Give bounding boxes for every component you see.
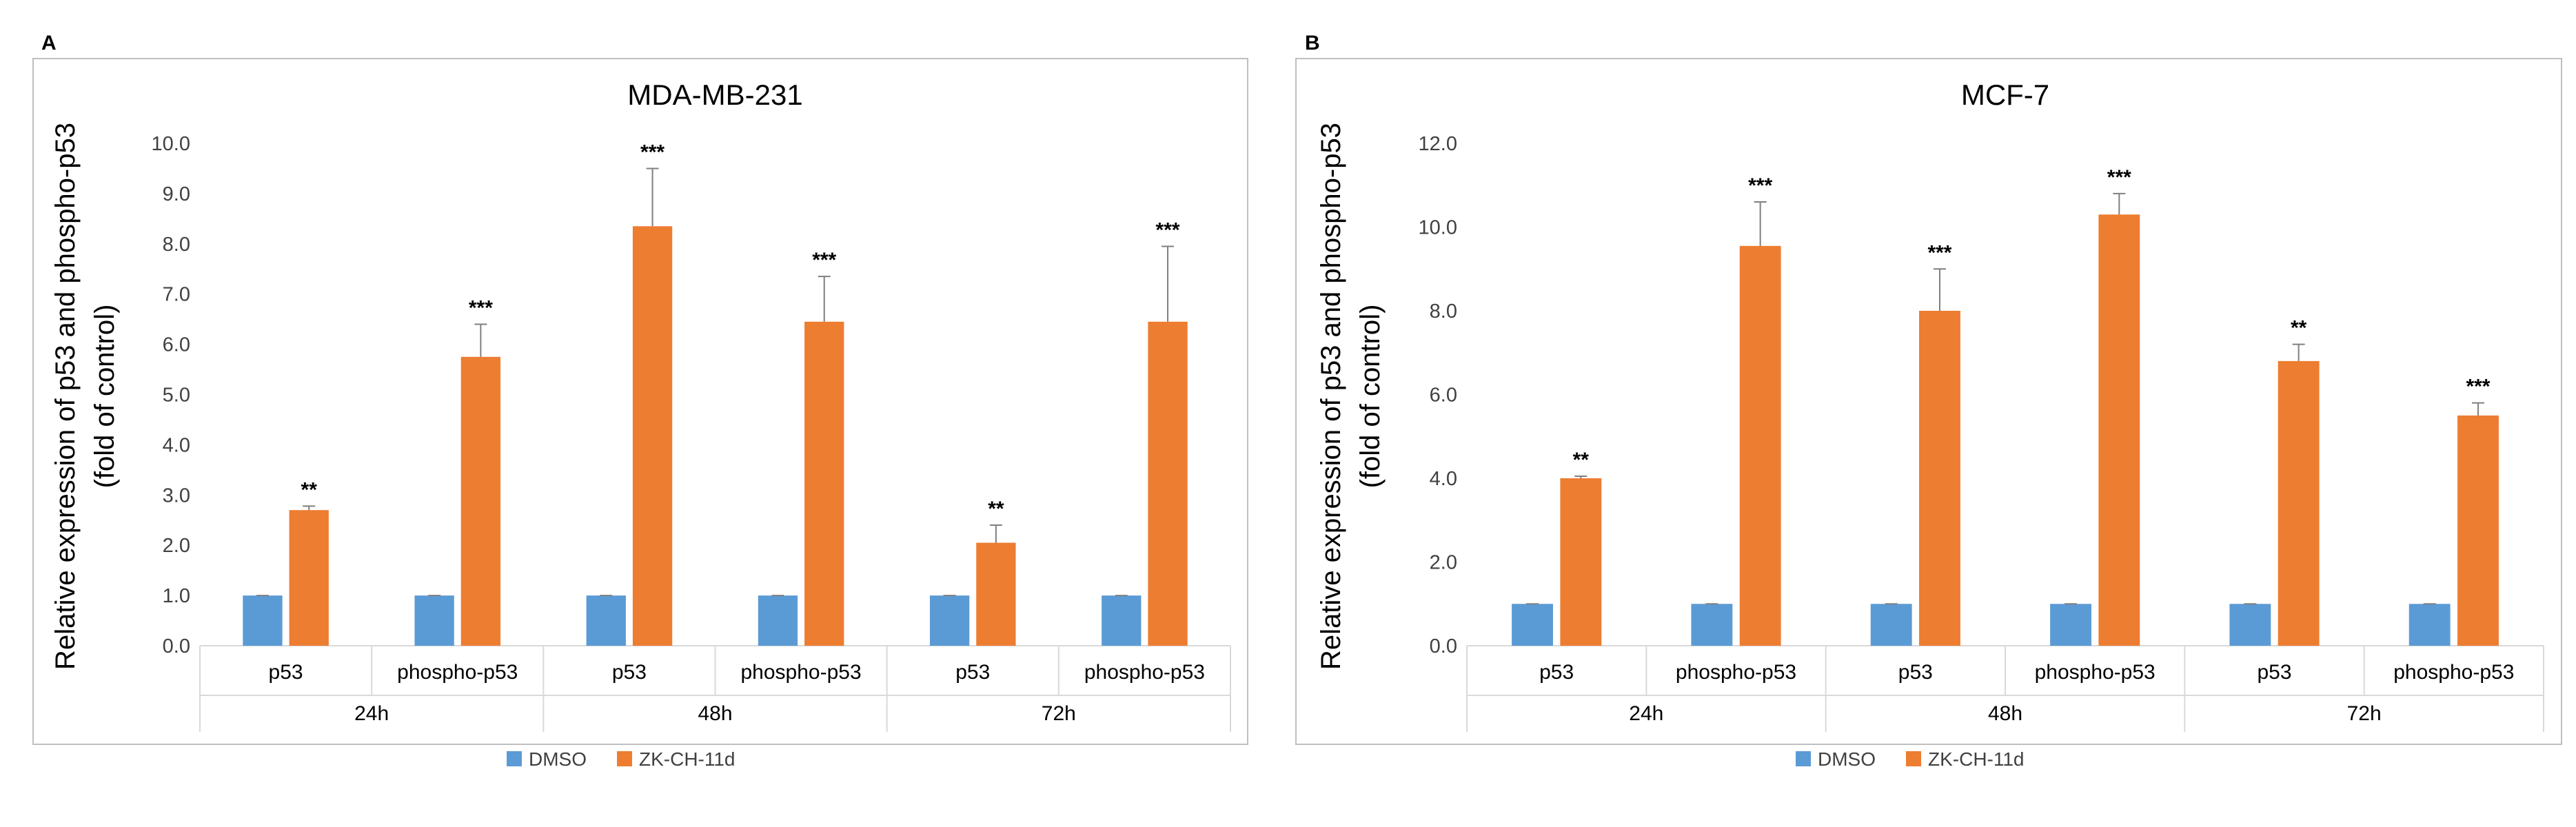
y-tick-label: 8.0 [1430,300,1457,323]
bar-dmso [2229,604,2271,646]
significance-label: *** [812,249,836,272]
x-category-label: phospho-p53 [2035,661,2156,684]
significance-label: *** [640,141,665,163]
bar-zk [976,542,1016,646]
bar-zk [804,321,844,646]
y-tick-label: 4.0 [163,434,190,456]
legend-label-zk: ZK-CH-11d [1928,748,2025,770]
legend-swatch-zk [617,751,632,766]
bar-dmso [586,595,626,646]
significance-label: ** [988,498,1004,520]
significance-label: *** [2466,376,2490,398]
y-tick-label: 8.0 [163,234,190,256]
y-tick-label: 10.0 [152,133,190,155]
bar-zk [2457,415,2499,646]
bar-zk [2098,214,2140,646]
bar-dmso [1512,604,1553,646]
chart-panel-a: A MDA-MB-231 Relative expression of p53 an… [32,32,1248,770]
y-tick-label: 2.0 [163,535,190,557]
y-tick-label: 10.0 [1419,217,1457,239]
chart-panel-b: B MCF-7 Relative expression of p53 and pho… [1295,32,2562,770]
bar-dmso [414,595,454,646]
legend: DMSO ZK-CH-11d [507,748,736,770]
legend-label-dmso: DMSO [529,748,587,770]
significance-label: ** [2291,317,2307,340]
bar-dmso [758,595,798,646]
bar-dmso [929,595,970,646]
bar-zk [1148,321,1188,646]
bar-dmso [1870,604,1912,646]
bar-zk [632,226,673,646]
y-axis-label-line2: (fold of control) [90,305,120,489]
x-category-label: p53 [1898,661,1933,684]
y-tick-label: 6.0 [1430,385,1457,407]
bar-zk [460,356,501,646]
legend-label-dmso: DMSO [1818,748,1876,770]
x-category-label: p53 [269,661,303,684]
legend-label-zk: ZK-CH-11d [639,748,736,770]
bar-dmso [1102,595,1142,646]
y-tick-label: 12.0 [1419,133,1457,155]
bar-dmso [2408,604,2451,646]
bar-zk [2278,360,2320,646]
x-group-label: 48h [1988,702,2022,725]
y-tick-label: 5.0 [163,385,190,407]
bar-dmso [243,595,283,646]
significance-label: *** [1748,174,1772,197]
significance-label: ** [301,478,318,501]
legend-swatch-zk [1906,751,1921,766]
x-group-label: 72h [1042,702,1076,725]
chart-title: MDA-MB-231 [627,79,802,111]
x-group-label: 48h [698,702,732,725]
y-tick-label: 0.0 [1430,635,1457,657]
y-tick-label: 2.0 [1430,552,1457,574]
bar-zk [1560,478,1602,646]
x-category-label: p53 [2257,661,2291,684]
x-category-label: phospho-p53 [397,661,518,684]
x-group-label: 24h [1629,702,1663,725]
x-category-label: p53 [955,661,990,684]
y-axis-label-line2: (fold of control) [1355,305,1386,489]
significance-label: *** [1927,241,1951,264]
panel-label: B [1305,32,1320,54]
y-tick-label: 1.0 [163,585,190,607]
bar-zk [289,510,329,646]
significance-label: ** [1573,449,1590,471]
x-category-label: phospho-p53 [741,661,862,684]
y-axis-label: Relative expression of p53 and phospho-p… [1316,123,1346,670]
significance-label: *** [1156,218,1180,241]
bar-dmso [2050,604,2091,646]
x-category-label: phospho-p53 [2393,661,2514,684]
y-tick-label: 9.0 [163,183,190,205]
x-group-label: 24h [354,702,389,725]
bar-dmso [1691,604,1733,646]
y-tick-label: 0.0 [163,635,190,657]
chart-title: MCF-7 [1961,79,2049,111]
x-category-label: phospho-p53 [1676,661,1796,684]
y-axis-label: Relative expression of p53 and phospho-p… [50,123,81,670]
legend-swatch-dmso [1796,751,1811,766]
legend-swatch-dmso [507,751,522,766]
legend: DMSO ZK-CH-11d [1796,748,2025,770]
panel-label: A [41,32,57,54]
x-category-label: phospho-p53 [1084,661,1205,684]
x-category-label: p53 [612,661,647,684]
y-tick-label: 6.0 [163,334,190,356]
y-tick-label: 4.0 [1430,468,1457,490]
bar-zk [1739,245,1781,646]
x-category-label: p53 [1539,661,1574,684]
bar-zk [1919,311,1960,646]
x-group-label: 72h [2347,702,2382,725]
y-tick-label: 7.0 [163,284,190,306]
y-tick-label: 3.0 [163,484,190,507]
significance-label: *** [469,296,493,319]
significance-label: *** [2107,166,2131,189]
